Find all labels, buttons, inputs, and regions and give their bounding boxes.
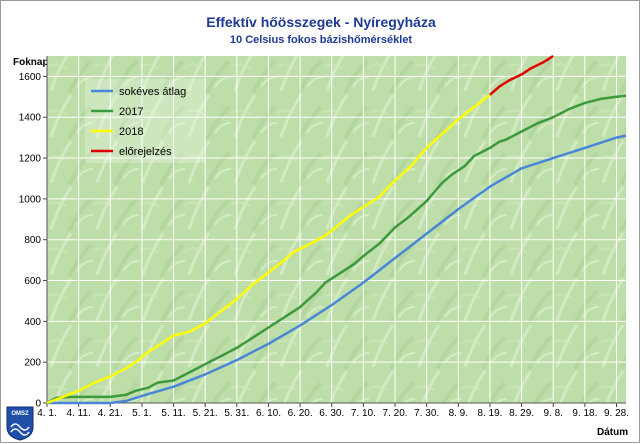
x-tick-label: 9. 28. (604, 408, 629, 419)
legend: sokéves átlag 2017 2018 előrejelzés (85, 79, 205, 163)
x-tick-label: 8. 29. (509, 408, 534, 419)
x-tick-label: 4. 21. (98, 408, 123, 419)
legend-box (85, 79, 205, 163)
logo-text: OMSZ (11, 411, 29, 417)
chart-subtitle: 10 Celsius fokos bázishőmérséklet (229, 34, 413, 46)
x-tick-label: 8. 19. (477, 408, 502, 419)
omsz-logo: OMSZ (6, 406, 34, 441)
legend-label: előrejelzés (119, 146, 172, 158)
y-tick-label: 1200 (19, 154, 42, 165)
legend-label: 2018 (119, 126, 143, 138)
series-line-1 (46, 94, 627, 405)
x-tick-label: 4. 1. (37, 408, 56, 419)
x-axis-label: Dátum (597, 427, 629, 438)
x-tick-label: 9. 18. (572, 408, 597, 419)
series-line-3 (489, 54, 554, 96)
legend-label: 2017 (119, 106, 143, 118)
x-tick-label: 7. 10. (351, 408, 376, 419)
x-tick-label: 5. 11. (161, 408, 185, 419)
y-tick-label: 800 (24, 235, 41, 246)
x-tick-label: 6. 20. (288, 408, 313, 419)
plot-area (47, 56, 626, 403)
x-tick-label: 5. 21. (193, 408, 218, 419)
series-line-0 (47, 134, 627, 405)
chart-title: Effektív hőösszegek - Nyíregyháza (206, 14, 436, 30)
x-tick-label: 7. 30. (414, 408, 439, 419)
y-axis-label: Foknap (13, 57, 49, 68)
x-tick-label: 6. 30. (319, 408, 344, 419)
x-tick-label: 4. 11. (66, 408, 90, 419)
x-tick-label: 8. 9. (449, 408, 468, 419)
x-tick-label: 7. 20. (383, 408, 408, 419)
y-tick-label: 400 (24, 317, 41, 328)
x-tick-label: 6. 10. (256, 408, 281, 419)
series-lines (46, 54, 627, 405)
x-tick-label: 5. 31. (224, 408, 249, 419)
axes: 0 200 400 600 800 1000 1200 1400 1600 4. 1. 4. 11.… (19, 56, 629, 419)
x-tick-label: 5. 1. (132, 408, 151, 419)
y-tick-label: 600 (24, 276, 41, 287)
y-tick-label: 1600 (19, 72, 42, 83)
series-line-2 (46, 93, 491, 405)
x-tick-label: 9. 8. (543, 408, 562, 419)
y-tick-label: 0 (35, 399, 41, 410)
legend-label: sokéves átlag (119, 86, 186, 98)
y-tick-label: 200 (24, 358, 41, 369)
plot-haze (47, 56, 626, 403)
y-tick-label: 1400 (19, 113, 42, 124)
plot-background (47, 56, 626, 403)
y-tick-label: 1000 (19, 194, 42, 205)
